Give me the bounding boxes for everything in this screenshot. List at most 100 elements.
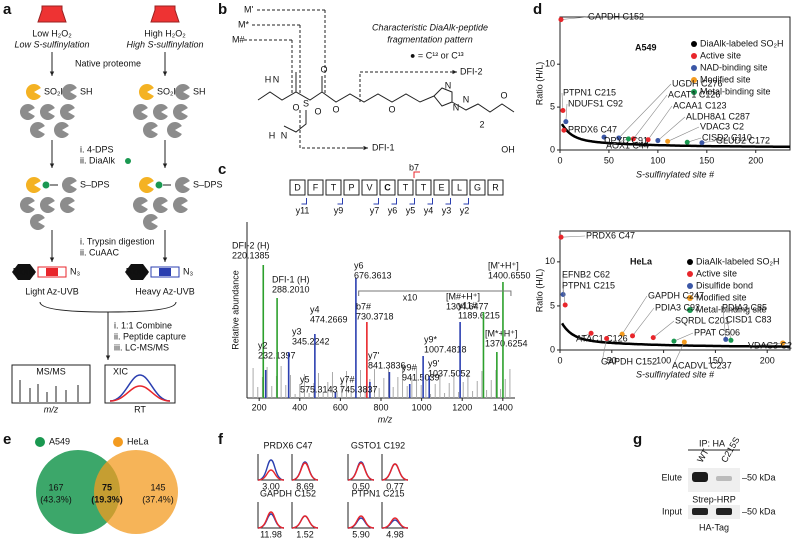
atom: O (292, 102, 299, 112)
site-label: PRDX6 C47 (568, 124, 617, 134)
site-label: AOX1 C44 (606, 140, 649, 150)
x-tick-label: 800 (373, 402, 388, 412)
site-dot (626, 136, 632, 142)
site-dot (616, 135, 622, 141)
legend-label: Disulfide bond (696, 280, 753, 290)
connector (561, 235, 586, 238)
site-dot (723, 336, 729, 342)
y-axis-label: Relative abundance (230, 270, 240, 350)
connector (748, 342, 783, 347)
y-ion: y4 (424, 205, 434, 215)
site-dot (665, 138, 671, 144)
shape (132, 197, 148, 213)
region-percent: (19.3%) (91, 494, 123, 504)
cell-line: A549 (635, 42, 657, 52)
row-label: Elute (661, 472, 682, 482)
connector (606, 138, 629, 147)
ion-label: DFI-1 (372, 142, 395, 152)
shape (61, 83, 77, 100)
residue: T (421, 182, 427, 192)
shape (59, 196, 75, 214)
site-label: GAPDH C152 (588, 11, 644, 21)
venn-set (94, 450, 178, 534)
y-tick-label: 5 (550, 101, 555, 111)
ratio-value: 3.00 (262, 481, 280, 491)
shape (347, 462, 375, 481)
band (692, 508, 708, 515)
peak-mz: 1007.4818 (424, 344, 467, 354)
step: ii. Peptide capture (114, 331, 186, 341)
shape (337, 198, 343, 205)
residue: V (366, 182, 372, 192)
site-name: GSTO1 C192 (351, 440, 405, 450)
peak-mz: 288.2010 (272, 284, 310, 294)
peak-label: [M'+H⁺] (488, 260, 519, 270)
x-axis-label: S-sulfinylated site # (636, 369, 715, 379)
peak-label: y11# (458, 300, 477, 310)
ranked-curve (560, 123, 790, 148)
shape (257, 511, 285, 529)
azide: N₃ (70, 266, 80, 276)
ratio-value: 11.98 (260, 529, 282, 539)
site-dot (558, 17, 564, 23)
shape (29, 214, 45, 230)
shape (359, 71, 455, 102)
peak-mz: 676.3613 (354, 270, 392, 280)
x-tick-label: 100 (650, 155, 665, 165)
y-tick-label: 10 (545, 59, 555, 69)
y-ion: y11 (296, 205, 310, 215)
legend-label: Metal-binding site (696, 304, 767, 314)
shape (53, 122, 69, 139)
site-dot (630, 136, 636, 142)
peak-mz: 220.1385 (232, 250, 270, 260)
x-axis-label: S-sulfinylated site # (636, 169, 715, 179)
x-tick-label: 0 (557, 155, 562, 165)
ratio-value: 1.52 (296, 529, 314, 539)
panel-label: d (533, 1, 542, 18)
x-tick-label: 1200 (452, 402, 472, 412)
panel-label: c (218, 161, 226, 178)
axis-label: RT (134, 404, 146, 414)
residue-box (415, 179, 432, 196)
residue-box (451, 179, 468, 196)
connector (565, 103, 568, 122)
x-tick-label: 150 (708, 355, 723, 365)
shape (291, 454, 318, 481)
ratio-value: 0.77 (386, 481, 404, 491)
shape (49, 163, 55, 168)
probe-icon (125, 158, 131, 164)
residue-box (307, 179, 324, 196)
site-label: VDAC3 C2 (748, 340, 792, 350)
biotin-label: Biotin (13, 266, 36, 276)
region-count: 167 (48, 482, 63, 492)
peak-label: y4 (310, 304, 320, 314)
condition: High S-sulfinylation (126, 39, 203, 49)
box-title: MS/MS (36, 366, 66, 376)
group: SH (80, 86, 93, 96)
shape (347, 515, 375, 529)
shape (25, 83, 41, 100)
x-tick-label: 100 (656, 355, 671, 365)
peak-mz: 1370.6254 (485, 338, 528, 348)
connector (632, 307, 655, 337)
x-tick-label: 1000 (412, 402, 432, 412)
shape (49, 257, 55, 262)
shape (299, 110, 360, 149)
shape (358, 290, 512, 296)
residue: L (457, 182, 462, 192)
residue: C (384, 182, 391, 192)
shape (174, 177, 190, 193)
msms-box (11, 364, 91, 404)
peak-mz: 575.3143 (300, 384, 338, 394)
shape (257, 469, 285, 481)
shape (138, 84, 154, 100)
residue-box (487, 179, 504, 196)
site-name: PTPN1 C215 (351, 488, 404, 498)
site-label: ALDH8A1 C287 (686, 111, 750, 121)
connector (618, 83, 672, 139)
xic-box (104, 364, 176, 404)
shape (347, 502, 374, 529)
step: i. 4-DPS (80, 144, 114, 154)
shape (381, 454, 408, 481)
